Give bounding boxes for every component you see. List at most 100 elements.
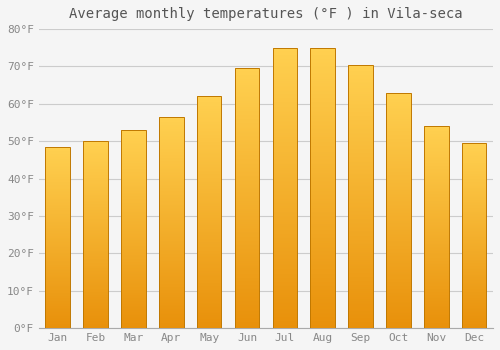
Bar <box>234 265 260 266</box>
Bar <box>234 176 260 177</box>
Bar <box>234 305 260 306</box>
Bar <box>121 245 146 246</box>
Bar <box>121 295 146 296</box>
Bar <box>386 156 410 158</box>
Bar <box>159 304 184 305</box>
Bar <box>159 197 184 198</box>
Bar <box>197 96 222 328</box>
Bar <box>462 278 486 279</box>
Bar <box>310 268 335 269</box>
Bar <box>84 261 108 262</box>
Bar <box>272 279 297 280</box>
Bar <box>310 76 335 77</box>
Bar <box>348 298 373 299</box>
Bar <box>46 246 70 247</box>
Bar <box>386 221 410 222</box>
Bar <box>462 267 486 268</box>
Bar <box>234 258 260 259</box>
Bar <box>386 260 410 261</box>
Bar <box>84 310 108 312</box>
Bar <box>159 296 184 298</box>
Bar <box>462 194 486 195</box>
Bar <box>386 249 410 251</box>
Bar <box>197 219 222 220</box>
Bar <box>121 157 146 158</box>
Bar <box>386 180 410 181</box>
Bar <box>46 180 70 181</box>
Bar <box>424 272 448 273</box>
Bar <box>234 318 260 319</box>
Bar <box>272 227 297 229</box>
Bar <box>197 147 222 148</box>
Bar <box>386 160 410 161</box>
Bar <box>197 226 222 228</box>
Bar <box>197 217 222 218</box>
Bar <box>121 319 146 320</box>
Bar <box>424 256 448 257</box>
Bar <box>462 157 486 158</box>
Bar <box>159 317 184 319</box>
Bar <box>310 178 335 180</box>
Bar <box>159 177 184 178</box>
Bar <box>386 204 410 206</box>
Bar <box>462 266 486 267</box>
Bar <box>386 281 410 282</box>
Bar <box>272 237 297 238</box>
Bar <box>197 148 222 150</box>
Bar <box>197 146 222 147</box>
Bar <box>348 304 373 306</box>
Bar <box>272 160 297 161</box>
Bar <box>386 198 410 200</box>
Bar <box>424 260 448 261</box>
Bar <box>121 302 146 303</box>
Bar <box>46 323 70 324</box>
Bar <box>197 128 222 129</box>
Bar <box>121 182 146 183</box>
Bar <box>197 182 222 183</box>
Bar <box>462 218 486 219</box>
Bar <box>159 203 184 205</box>
Bar <box>424 199 448 200</box>
Bar <box>159 166 184 167</box>
Bar <box>121 146 146 147</box>
Bar <box>272 317 297 318</box>
Bar <box>310 114 335 115</box>
Bar <box>159 201 184 203</box>
Bar <box>234 171 260 172</box>
Bar <box>462 209 486 210</box>
Bar <box>121 304 146 306</box>
Bar <box>84 273 108 274</box>
Bar <box>424 315 448 316</box>
Bar <box>310 100 335 101</box>
Bar <box>462 255 486 256</box>
Bar <box>234 81 260 83</box>
Bar <box>272 60 297 62</box>
Bar <box>84 288 108 289</box>
Bar <box>159 236 184 237</box>
Bar <box>272 108 297 110</box>
Bar <box>46 241 70 242</box>
Bar <box>121 255 146 256</box>
Bar <box>272 185 297 187</box>
Bar <box>121 205 146 206</box>
Bar <box>462 193 486 194</box>
Bar <box>348 310 373 311</box>
Bar <box>424 184 448 185</box>
Bar <box>46 152 70 153</box>
Bar <box>234 313 260 314</box>
Bar <box>121 139 146 140</box>
Bar <box>348 179 373 181</box>
Bar <box>424 229 448 230</box>
Bar <box>121 282 146 284</box>
Bar <box>197 223 222 224</box>
Bar <box>348 286 373 287</box>
Bar <box>121 168 146 169</box>
Bar <box>234 75 260 76</box>
Bar <box>462 287 486 288</box>
Bar <box>424 321 448 322</box>
Bar <box>348 64 373 66</box>
Bar <box>197 156 222 158</box>
Bar <box>46 234 70 235</box>
Bar <box>424 248 448 250</box>
Bar <box>121 180 146 181</box>
